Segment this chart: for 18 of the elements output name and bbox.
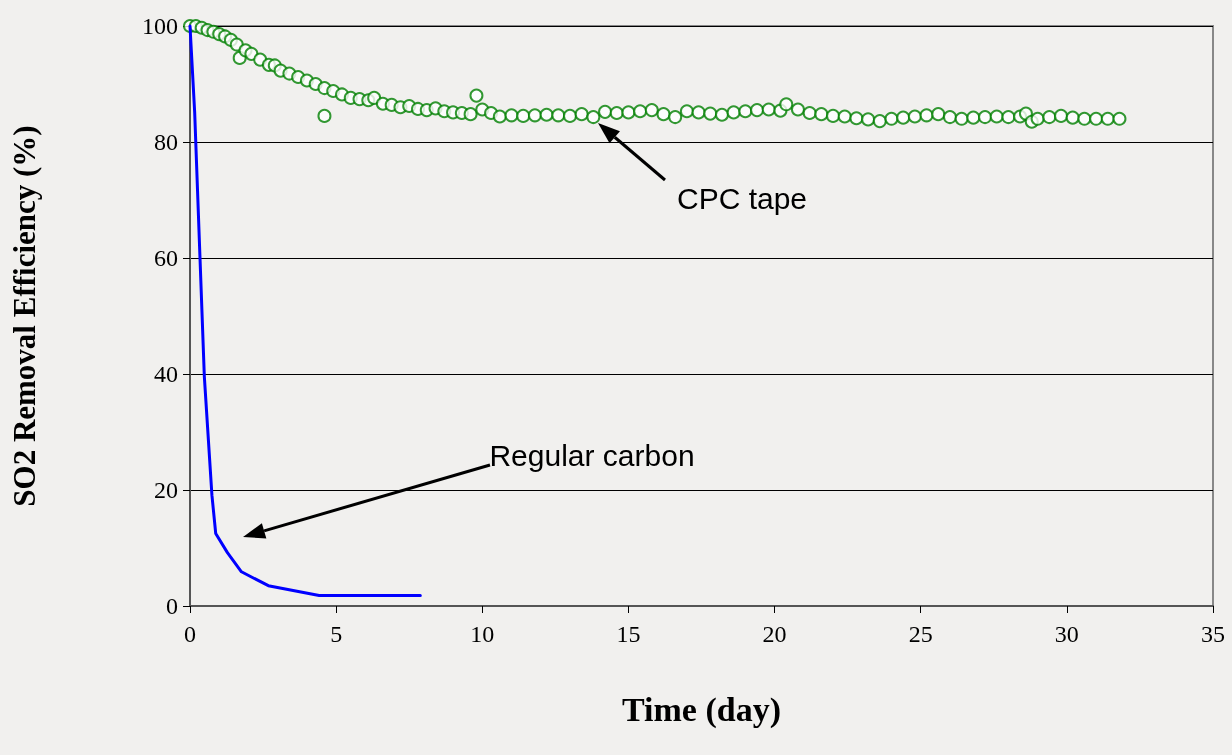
y-tick-label: 80	[154, 129, 178, 155]
y-tick-label: 100	[142, 13, 178, 39]
y-tick-label: 0	[166, 593, 178, 619]
x-tick-label: 25	[908, 621, 933, 647]
x-tick-label: 20	[762, 621, 787, 647]
annotation: Regular carbon	[489, 438, 695, 472]
x-tick-label: 5	[330, 621, 343, 647]
annotation: CPC tape	[676, 181, 808, 215]
y-tick-label: 20	[154, 477, 178, 503]
y-axis-title: SO2 Removal Efficiency (%)	[7, 125, 42, 507]
x-tick-label: 15	[616, 621, 641, 647]
x-axis-title: Time (day)	[622, 690, 781, 729]
x-tick-label: 35	[1201, 621, 1225, 647]
x-tick-label: 10	[470, 621, 495, 647]
x-tick-label: 0	[184, 621, 196, 647]
y-tick-label: 40	[154, 361, 178, 387]
x-tick-label: 30	[1054, 621, 1079, 647]
y-tick-label: 60	[154, 245, 178, 271]
